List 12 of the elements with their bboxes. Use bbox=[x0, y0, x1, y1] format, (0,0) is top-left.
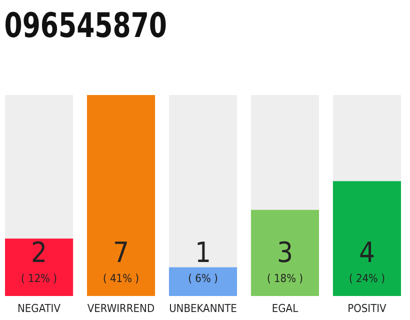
data-label: 4 ( 24% ) bbox=[348, 236, 386, 285]
x-tick-label: POSITIV bbox=[348, 302, 387, 315]
x-tick-label: EGAL bbox=[272, 302, 299, 315]
x-tick-label: VERWIRREND bbox=[87, 302, 155, 315]
bar bbox=[168, 267, 238, 296]
data-label: 7 ( 41% ) bbox=[103, 236, 140, 285]
data-label: 1 ( 6% ) bbox=[188, 236, 218, 285]
x-tick-label: UNBEKANNTE bbox=[169, 302, 237, 315]
data-label: 2 ( 12% ) bbox=[21, 236, 58, 285]
chart-title: 096545870 bbox=[4, 6, 168, 46]
x-tick-label: NEGATIV bbox=[18, 302, 61, 315]
data-label: 3 ( 18% ) bbox=[266, 236, 304, 285]
